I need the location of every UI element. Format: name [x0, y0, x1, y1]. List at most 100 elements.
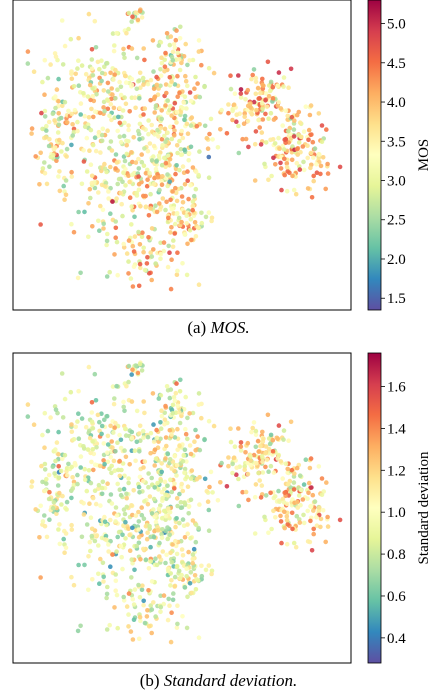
scatter-point [62, 396, 68, 402]
scatter-point [193, 234, 199, 239]
scatter-point [232, 444, 238, 450]
scatter-point [190, 518, 196, 523]
scatter-point [163, 456, 168, 461]
scatter-point [113, 96, 118, 101]
scatter-point [241, 121, 247, 126]
scatter-point [178, 377, 183, 383]
scatter-point [156, 487, 161, 492]
scatter-point [89, 526, 95, 532]
scatter-point [141, 125, 146, 131]
scatter-point [126, 10, 132, 16]
scatter-point [268, 110, 274, 116]
scatter-point [100, 207, 106, 213]
scatter-point [298, 134, 304, 140]
scatter-point [190, 199, 196, 204]
scatter-point [124, 138, 129, 144]
scatter-point [311, 531, 317, 537]
scatter-point [102, 514, 107, 520]
scatter-point [178, 500, 184, 505]
scatter-point [108, 423, 113, 429]
scatter-point [258, 142, 264, 147]
scatter-point [199, 210, 204, 216]
scatter-point [131, 488, 136, 493]
scatter-point [182, 535, 188, 540]
scatter-point [139, 159, 145, 165]
scatter-point [97, 463, 103, 469]
scatter-point [158, 67, 163, 72]
scatter-point [190, 552, 196, 557]
scatter-point [271, 155, 276, 161]
scatter-point [184, 574, 189, 579]
scatter-point [88, 127, 94, 133]
scatter-point [137, 96, 142, 101]
scatter-point [66, 108, 71, 114]
scatter-point [108, 70, 113, 76]
scatter-point [168, 583, 173, 588]
scatter-point [159, 55, 164, 60]
scatter-point [149, 122, 154, 128]
scatter-point [190, 560, 195, 566]
scatter-point [92, 488, 98, 494]
scatter-point [61, 536, 66, 542]
scatter-point [163, 492, 168, 498]
scatter-point [193, 186, 199, 192]
scatter-point [141, 249, 146, 255]
scatter-point [124, 504, 130, 510]
caption-a: (a) MOS. [0, 318, 437, 338]
scatter-point [163, 560, 168, 566]
scatter-point [251, 67, 257, 72]
colorbar-ticks-a: 1.5 2.0 2.5 3.0 3.5 4.0 4.5 5.0 [381, 17, 406, 307]
scatter-point [47, 517, 52, 522]
scatter-point [84, 488, 90, 494]
scatter-point [97, 228, 102, 233]
scatter-point [263, 444, 269, 449]
scatter-point [111, 77, 116, 82]
scatter-point [252, 141, 258, 147]
scatter-point [114, 239, 120, 245]
scatter-point [82, 466, 87, 472]
scatter-point [93, 398, 99, 403]
scatter-point [202, 437, 207, 443]
scatter-point [177, 167, 182, 173]
scatter-point [112, 425, 117, 430]
scatter-point [206, 154, 212, 160]
scatter-point [152, 447, 158, 453]
scatter-point [260, 76, 265, 82]
scatter-point [119, 554, 124, 560]
scatter-point [144, 536, 150, 542]
scatter-point [154, 159, 159, 164]
scatter-point [259, 483, 265, 488]
scatter-point [56, 76, 61, 82]
scatter-point [149, 579, 155, 584]
scatter-point [115, 534, 120, 540]
scatter-point [147, 170, 152, 176]
scatter-point [202, 84, 207, 90]
scatter-point [134, 190, 139, 196]
colorbar-tick-label: 2.0 [387, 252, 406, 268]
scatter-point [39, 110, 44, 116]
scatter-point [92, 371, 98, 377]
scatter-point [102, 519, 108, 524]
scatter-point [158, 251, 164, 257]
scatter-point [127, 532, 132, 538]
scatter-point [151, 69, 156, 74]
scatter-point [56, 527, 61, 532]
scatter-point [118, 92, 124, 98]
colorbar-tick-label: 4.0 [387, 95, 406, 111]
scatter-point [42, 523, 48, 529]
scatter-point [314, 170, 320, 175]
caption-b-prefix: (b) [139, 671, 164, 690]
colorbar-tick-label: 0.8 [387, 547, 406, 563]
scatter-point [290, 173, 295, 179]
scatter-points-a [25, 7, 343, 292]
scatter-point [166, 568, 171, 574]
scatter-point [278, 513, 283, 519]
scatter-point [171, 591, 176, 596]
scatter-point [167, 532, 172, 537]
scatter-point [123, 166, 128, 172]
scatter-point [199, 415, 204, 421]
scatter-point [38, 150, 43, 156]
scatter-point [173, 524, 178, 530]
scatter-point [156, 43, 162, 48]
scatter-point [186, 504, 192, 509]
